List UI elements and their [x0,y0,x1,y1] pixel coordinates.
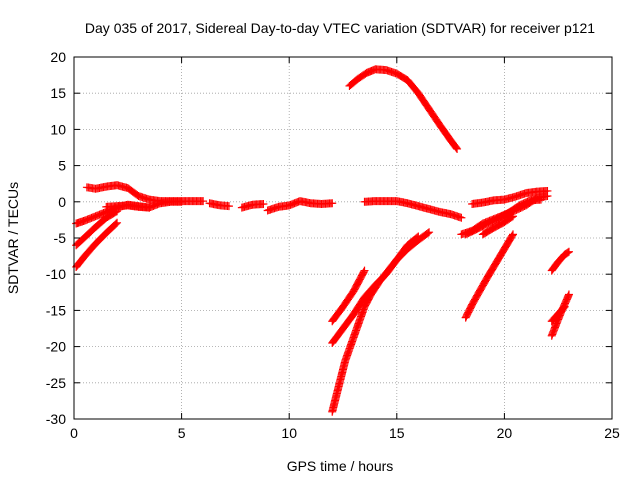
data-series [72,207,122,250]
data-series [461,195,545,239]
data-point [564,247,573,256]
y-tick-label: 15 [50,85,66,101]
data-series [360,197,466,222]
data-point [425,228,434,237]
y-tick-label: -25 [46,375,66,391]
data-series [345,65,462,153]
x-tick-label: 15 [389,425,405,441]
data-point [113,218,122,227]
grid-lines [74,57,612,419]
y-tick-label: -20 [46,339,66,355]
data-point [423,229,432,238]
data-series [478,212,518,239]
data-point [359,267,368,276]
y-tick-label: -5 [54,230,67,246]
data-point [559,303,568,312]
data-series [547,302,569,326]
data-point [413,233,422,242]
data-point [457,213,466,222]
data-point [509,230,518,239]
x-tick-label: 0 [70,425,78,441]
data-point [453,144,462,153]
y-tick-label: 20 [50,49,66,65]
axis-ticks: 0 5 10 15 20 25 -30 -25 -20 -15 -10 -5 0 5 10 15 20 [46,49,620,441]
data-point [328,199,337,208]
data-point [113,207,122,216]
data-point [563,248,572,257]
data-point [508,231,517,240]
y-tick-label: -10 [46,266,66,282]
data-series [547,247,573,275]
data-series [263,197,337,215]
data-point [360,266,369,275]
data-series [328,232,423,416]
data-point [259,199,268,208]
x-axis-title: GPS time / hours [287,458,394,474]
data-point [199,197,208,206]
y-tick-label: -30 [46,411,66,427]
y-tick-label: 0 [58,194,66,210]
data-point [509,212,518,221]
data-series [328,228,434,347]
data-point [452,143,461,152]
data-point [414,232,423,241]
y-tick-label: 5 [58,158,66,174]
data-point [111,207,120,216]
data-series [328,266,369,326]
y-axis-title: SDTVAR / TECUs [5,182,21,294]
data-series [461,230,518,322]
data-point [224,202,233,211]
data-series [102,197,186,212]
data-series [205,199,233,211]
y-tick-label: -15 [46,302,66,318]
data-point [507,213,516,222]
data-point [111,219,120,228]
data-point [177,197,186,206]
chart-title: Day 035 of 2017, Sidereal Day-to-day VTE… [85,20,595,36]
y-tick-label: 10 [50,121,66,137]
x-tick-label: 20 [497,425,513,441]
data-point [536,195,545,204]
data-points [72,65,573,416]
data-point [560,302,569,311]
data-point [543,192,552,201]
x-tick-label: 25 [604,425,620,441]
data-series [237,199,268,212]
x-tick-label: 5 [178,425,186,441]
x-tick-label: 10 [281,425,297,441]
data-point [564,290,573,299]
